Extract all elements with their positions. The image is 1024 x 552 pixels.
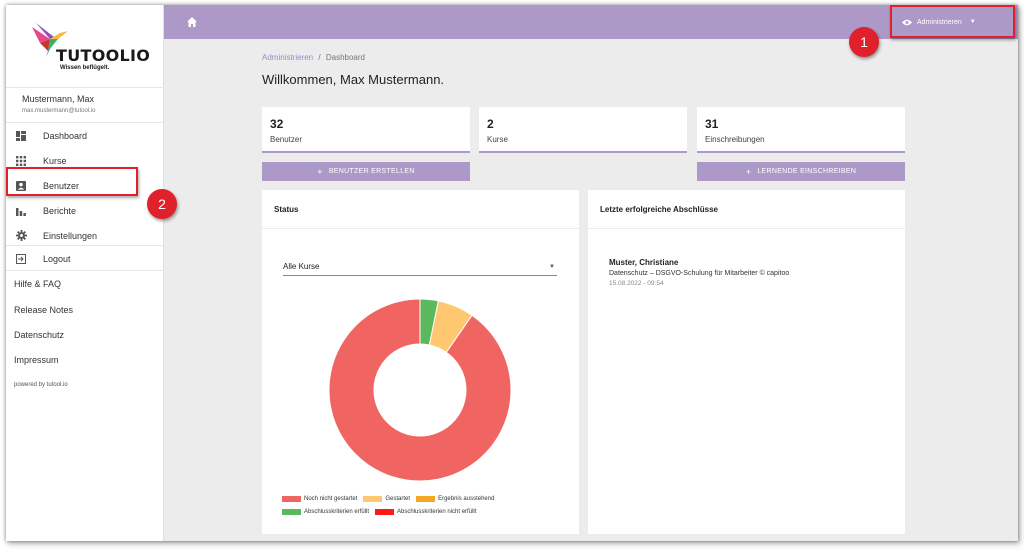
donut-slice-noch-nicht-gestartet[interactable] [328,298,512,482]
brand-name: TUTOOLIO [56,46,151,65]
nav-divider [6,270,164,271]
stat-value: 2 [487,117,494,131]
panel-divider [262,228,579,229]
legend-swatch [282,496,301,502]
plus-icon: + [745,166,752,177]
user-info: Mustermann, Max max.mustermann@tutool.io [6,87,164,123]
callout-number-2: 2 [147,189,177,219]
panel-title: Letzte erfolgreiche Abschlüsse [600,205,718,214]
completion-learner-name: Muster, Christiane [609,258,679,267]
sidebar-item-kurse[interactable]: Kurse [6,148,164,173]
completion-timestamp: 15.08.2022 - 09:54 [609,280,664,287]
create-user-button[interactable]: + BENUTZER ERSTELLEN [262,162,470,181]
completion-course-name: Datenschutz – DSGVO-Schulung für Mitarbe… [609,270,790,277]
sidebar: TUTOOLIO Wissen beflügelt. Mustermann, M… [6,5,164,541]
enroll-learners-button[interactable]: + LERNENDE EINSCHREIBEN [697,162,905,181]
legend-swatch [363,496,383,502]
nav-divider [6,245,164,246]
breadcrumb-current: Dashboard [325,53,365,62]
sidebar-item-label: Benutzer [43,180,80,191]
legend-item: Abschlusskriterien nicht erfüllt [375,509,476,515]
sidebar-item-dashboard[interactable]: Dashboard [6,123,164,148]
dropdown-arrow-icon: ▼ [549,264,555,270]
stat-label: Einschreibungen [705,135,765,144]
breadcrumb-link-administrieren[interactable]: Administrieren [262,53,314,62]
legend-label: Abschlusskriterien erfüllt [304,509,370,515]
legend-label: Ergebnis ausstehend [438,496,495,502]
donut-slice-abschlusskriterien-erf-llt[interactable] [419,298,439,346]
home-icon [187,17,197,27]
sidebar-item-benutzer[interactable]: Benutzer [6,173,164,198]
apps-grid-icon [15,155,27,167]
course-filter-value: Alle Kurse [283,262,320,271]
stat-label: Kurse [487,135,508,144]
stat-card-benutzer[interactable]: 32 Benutzer [262,107,470,153]
bar-chart-icon [15,205,27,217]
sidebar-item-berichte[interactable]: Berichte [6,198,164,223]
legend-item: Abschlusskriterien erfüllt [282,509,369,515]
user-email: max.mustermann@tutool.io [22,108,96,114]
course-filter-select[interactable]: Alle Kurse ▼ [283,260,557,276]
stat-label: Benutzer [270,135,303,144]
gear-icon [15,230,27,242]
sidebar-item-label: Einstellungen [43,230,98,241]
sidebar-item-einstellungen[interactable]: Einstellungen [6,223,164,248]
completion-entry: Muster, Christiane Datenschutz – DSGVO-S… [609,258,789,287]
user-name: Mustermann, Max [22,94,95,104]
stat-card-einschreibungen[interactable]: 31 Einschreibungen [697,107,905,153]
caret-down-icon: ▼ [969,19,976,25]
legend-swatch [375,509,395,515]
app-window: TUTOOLIO Wissen beflügelt. Mustermann, M… [6,5,1018,541]
recent-completions-panel: Letzte erfolgreiche Abschlüsse Muster, C… [588,190,905,534]
status-panel: Status Alle Kurse ▼ Noch nicht gestartet… [262,190,579,534]
sidebar-item-label: Kurse [43,155,67,166]
create-user-label: BENUTZER ERSTELLEN [328,168,415,175]
legend-swatch [416,496,436,502]
hummingbird-logo-icon [32,23,68,57]
legend-label: Gestartet [385,496,411,502]
link-datenschutz[interactable]: Datenschutz [14,330,65,340]
logout-icon [15,253,27,265]
legend-label: Noch nicht gestartet [304,496,358,502]
dashboard-icon [15,130,27,142]
legend-item: Ergebnis ausstehend [416,496,494,502]
legend-item: Noch nicht gestartet [282,496,357,502]
panel-divider [588,228,905,229]
callout-number-1: 1 [849,27,879,57]
user-card-icon [15,180,27,192]
legend-label: Abschlusskriterien nicht erfüllt [397,509,477,515]
sidebar-item-label: Dashboard [43,130,88,141]
chart-legend-row: Noch nicht gestartet Gestartet Ergebnis … [282,496,500,502]
admin-menu-button[interactable]: Administrieren ▼ [902,14,976,30]
link-release-notes[interactable]: Release Notes [14,305,74,315]
legend-swatch [282,509,301,515]
link-help-faq[interactable]: Hilfe & FAQ [14,279,62,289]
stat-value: 32 [270,117,284,131]
link-impressum[interactable]: Impressum [14,355,59,365]
sidebar-item-label: Berichte [43,205,77,216]
plus-icon: + [317,166,323,177]
callout-highlight-admin-menu [890,5,1015,38]
stat-card-kurse[interactable]: 2 Kurse [479,107,687,153]
status-donut-chart [328,298,512,482]
admin-menu-label: Administrieren [917,18,962,26]
eye-icon [902,19,912,25]
sidebar-item-label: Logout [43,253,71,264]
stat-value: 31 [705,117,719,131]
legend-item: Gestartet [363,496,410,502]
app-logo[interactable]: TUTOOLIO Wissen beflügelt. [30,21,150,81]
sidebar-item-logout[interactable]: Logout [6,246,164,271]
panel-title: Status [274,205,299,214]
breadcrumb-separator: / [318,53,321,62]
breadcrumb: Administrieren / Dashboard [262,53,365,62]
home-button[interactable] [186,15,200,29]
page-title: Willkommen, Max Mustermann. [262,72,445,87]
enroll-learners-label: LERNENDE EINSCHREIBEN [757,168,857,175]
powered-by[interactable]: powered by tutool.io [14,382,68,388]
chart-legend-row: Abschlusskriterien erfüllt Abschlusskrit… [282,509,482,515]
callout-highlight-benutzer [6,167,138,196]
brand-tagline: Wissen beflügelt. [60,65,110,71]
